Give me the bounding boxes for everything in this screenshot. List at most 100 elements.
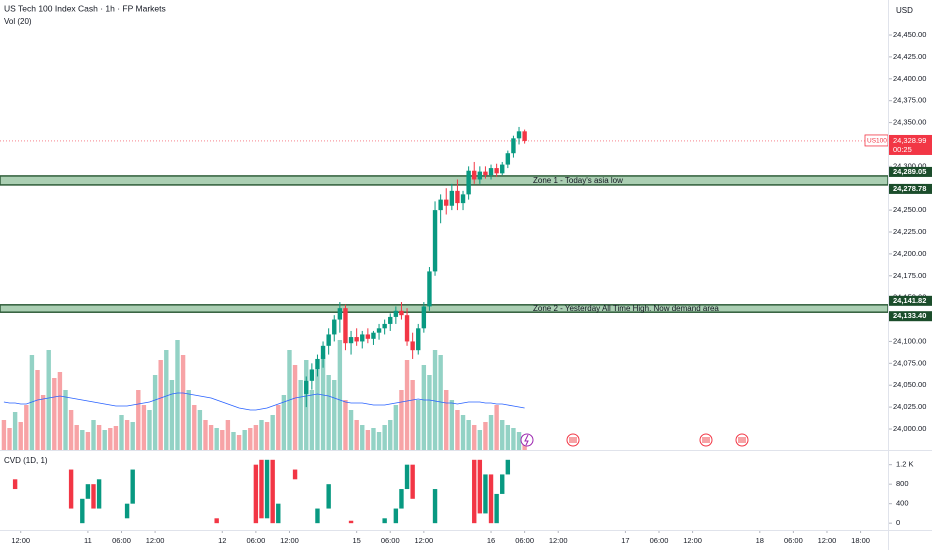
volume-bar xyxy=(360,425,365,450)
candle-body xyxy=(438,199,443,211)
volume-bar xyxy=(444,390,449,450)
zone xyxy=(0,175,889,186)
candle-body xyxy=(500,164,505,174)
candle-body xyxy=(393,310,399,317)
cvd-bar xyxy=(124,503,130,519)
volume-bar xyxy=(404,360,410,450)
y-tick-label: 24,250.00 xyxy=(893,205,926,214)
volume-bar xyxy=(208,425,214,450)
volume-bar xyxy=(320,355,326,450)
candle-body xyxy=(365,334,371,339)
volume-bar xyxy=(102,430,107,450)
volume-bar xyxy=(382,425,387,450)
x-tick-label: 16 xyxy=(487,536,495,545)
cvd-bar xyxy=(253,464,259,524)
volume-bar xyxy=(141,405,147,450)
zone-label: Zone 1 - Today's asia low xyxy=(533,176,623,185)
y-tick-label: 24,025.00 xyxy=(893,402,926,411)
y-tick-label: 24,375.00 xyxy=(893,96,926,105)
volume-bar xyxy=(332,380,337,450)
candle-body xyxy=(382,323,387,329)
volume-bar xyxy=(147,410,152,450)
cvd-bar xyxy=(410,464,415,499)
candle-body xyxy=(477,171,483,180)
volume-bar xyxy=(1,420,7,450)
volume-bar xyxy=(488,415,494,450)
volume-bar xyxy=(12,412,18,450)
volume-bar xyxy=(220,430,225,450)
x-tick-label: 12:00 xyxy=(549,536,568,545)
volume-bar xyxy=(236,435,242,450)
candle-body xyxy=(488,168,494,176)
candle-body xyxy=(444,199,449,206)
event-icons xyxy=(520,433,749,447)
volume-bar xyxy=(113,426,119,450)
candle-body xyxy=(449,190,455,206)
volume-bar xyxy=(388,420,393,450)
cvd-tick-label: 0 xyxy=(896,518,900,527)
volume-bar xyxy=(158,360,163,450)
candle-body xyxy=(410,341,415,351)
x-tick-label: 12:00 xyxy=(280,536,299,545)
candle-body xyxy=(472,170,477,180)
x-tick-label: 06:00 xyxy=(515,536,534,545)
volume-bar xyxy=(225,420,231,450)
cvd-bar xyxy=(276,503,281,524)
cvd-bar xyxy=(68,469,74,509)
volume-bar xyxy=(264,422,270,450)
y-tick-label: 24,400.00 xyxy=(893,74,926,83)
candle-body xyxy=(309,369,315,381)
x-tick-label: 12:00 xyxy=(414,536,433,545)
zone-label: Zone 2 - Yesterday All Time High. Now de… xyxy=(533,304,719,313)
volume-bar xyxy=(24,405,29,450)
zone-price-label: 24,278.78 xyxy=(893,184,926,193)
volume-bar xyxy=(130,422,135,450)
volume-bar xyxy=(376,432,382,450)
candle-body xyxy=(376,328,382,333)
volume-bar xyxy=(276,405,281,450)
event-icon-glyph xyxy=(524,434,529,446)
candle-body xyxy=(505,153,511,165)
cvd-bar xyxy=(315,508,320,524)
cvd-bar xyxy=(292,469,298,480)
volume-bar xyxy=(96,425,102,450)
cvd-bar xyxy=(130,469,135,504)
volume-bar xyxy=(242,430,247,450)
cvd-bar xyxy=(500,474,505,494)
y-tick-label: 24,300.00 xyxy=(893,161,926,170)
candle-body xyxy=(320,345,326,359)
candle-body xyxy=(511,138,516,154)
chart-title: US Tech 100 Index Cash · 1h · FP Markets xyxy=(4,3,166,13)
volume-bar xyxy=(203,420,208,450)
volume-bar xyxy=(108,428,113,450)
volume-bar xyxy=(449,400,455,450)
cvd-bar xyxy=(488,474,494,524)
volume-bar xyxy=(231,432,236,450)
volume-bar xyxy=(421,365,427,450)
volume-bar xyxy=(40,395,46,450)
candle-body xyxy=(427,271,432,307)
volume-bar xyxy=(197,410,203,450)
volume-bar xyxy=(119,415,124,450)
event-icon[interactable] xyxy=(520,433,534,447)
volume-bar xyxy=(152,375,158,450)
candle-body xyxy=(337,308,343,320)
y-tick-label: 24,050.00 xyxy=(893,380,926,389)
volume-bar xyxy=(253,425,259,450)
volume-bar xyxy=(214,428,219,450)
candle-body xyxy=(315,358,320,370)
volume-bar xyxy=(326,375,331,450)
x-tick-label: 06:00 xyxy=(381,536,400,545)
last-price-label: 24,328.99 xyxy=(893,136,926,145)
cvd-tick-label: 400 xyxy=(896,499,909,508)
cvd-bar xyxy=(259,459,264,519)
volume-bar xyxy=(516,432,522,450)
volume-bar xyxy=(85,432,91,450)
x-tick-label: 06:00 xyxy=(784,536,803,545)
y-tick-label: 24,425.00 xyxy=(893,52,926,61)
x-tick-label: 12:00 xyxy=(146,536,165,545)
candle-body xyxy=(483,171,488,176)
y-tick-label: 24,075.00 xyxy=(893,358,926,367)
candle-body xyxy=(455,190,460,204)
